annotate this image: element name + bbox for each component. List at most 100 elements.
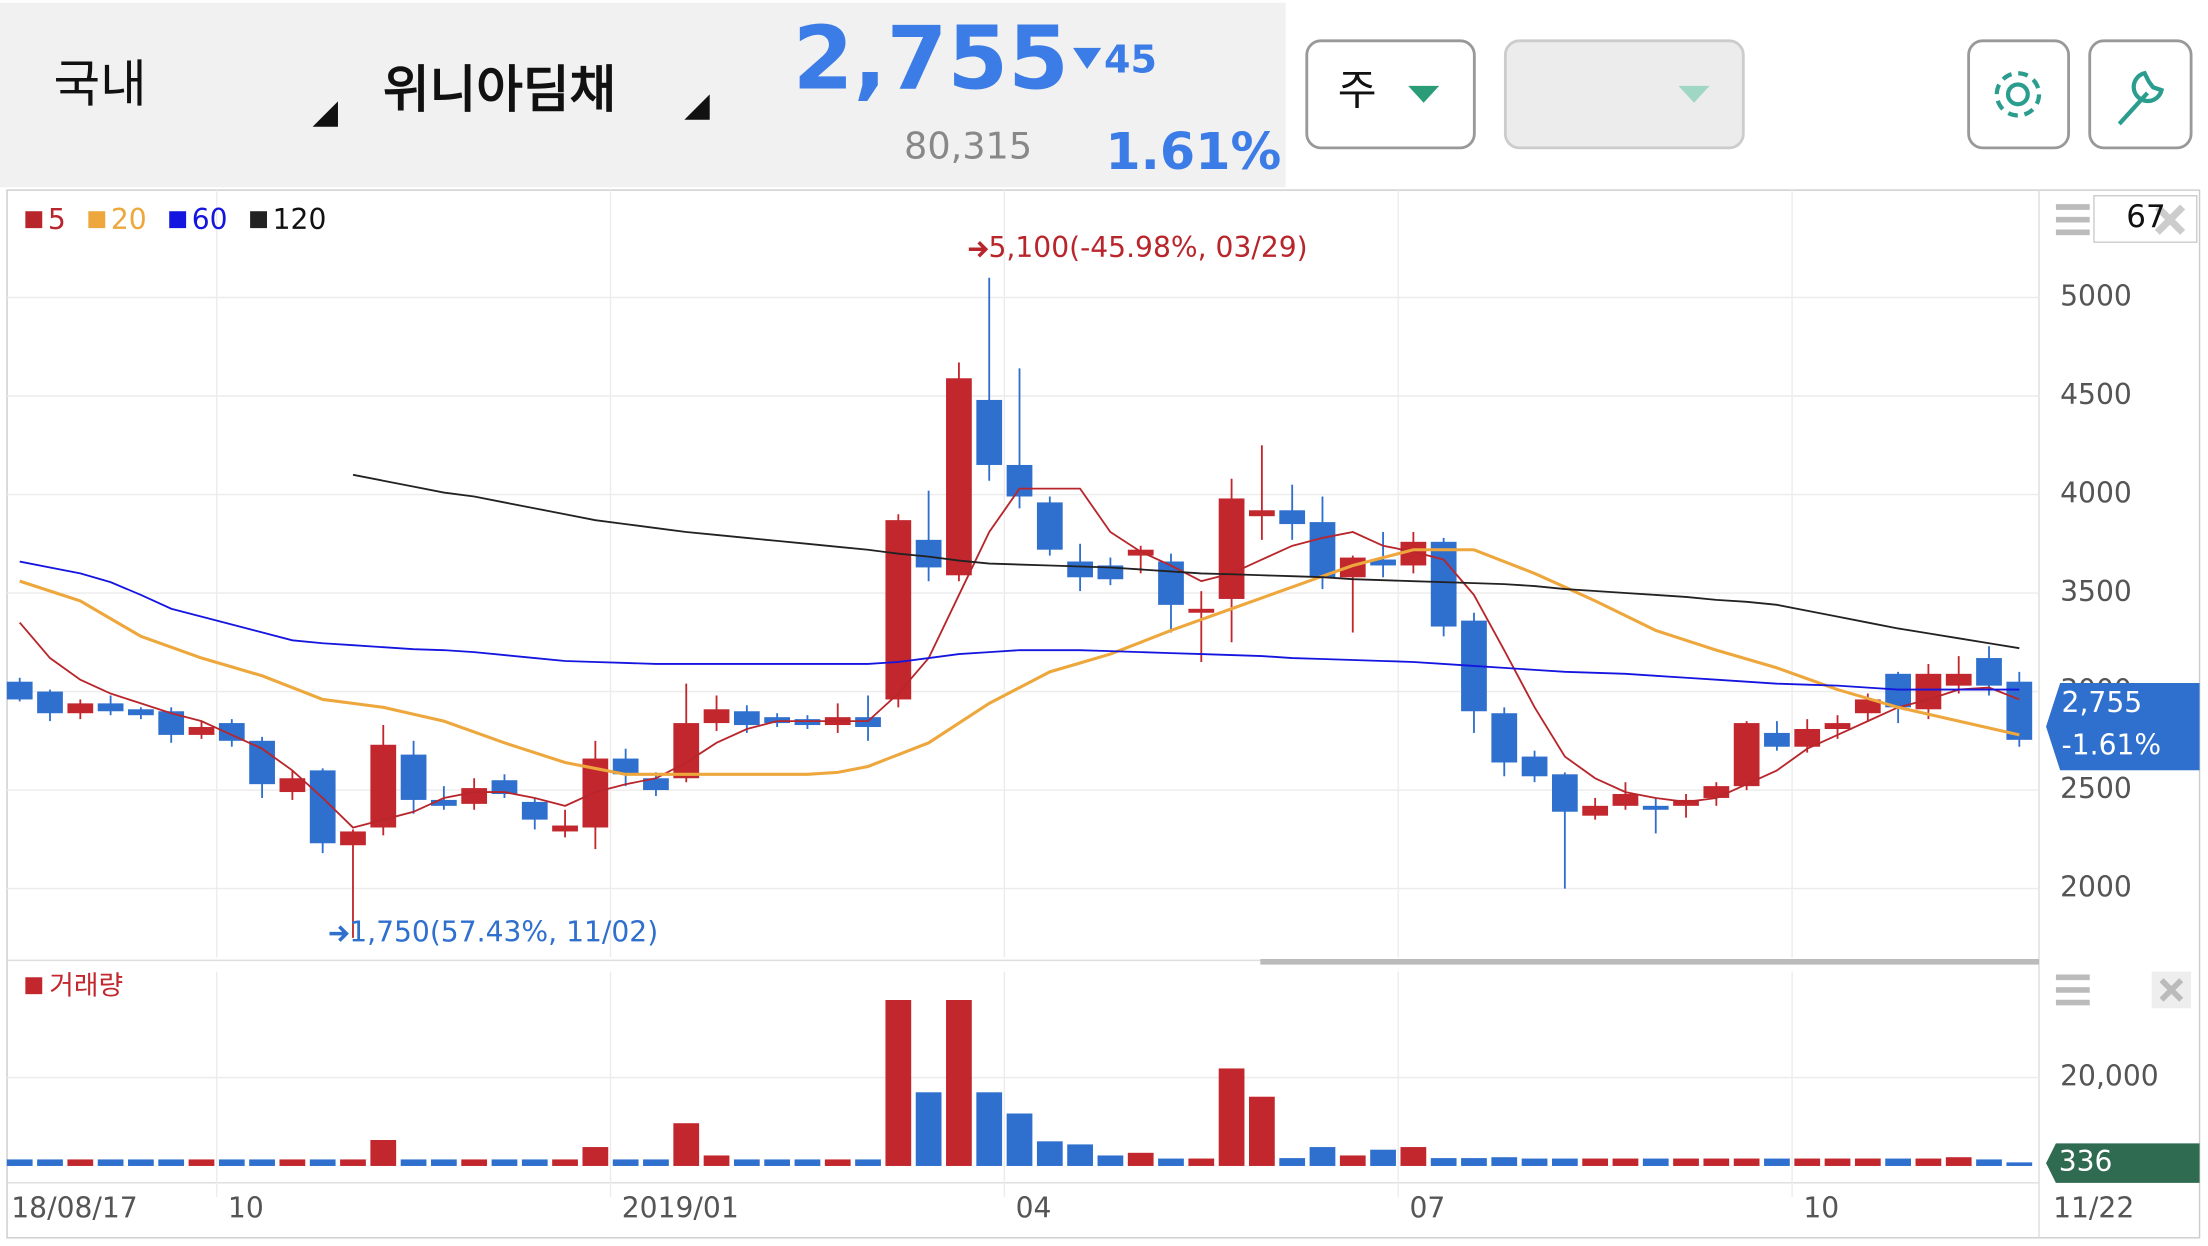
- x-tick-label: 2019/01: [622, 1192, 739, 1225]
- candle-body: [1976, 658, 2002, 686]
- volume-bar: [309, 1159, 336, 1166]
- settings-button[interactable]: [1967, 39, 2070, 150]
- volume-bar: [1794, 1158, 1821, 1166]
- down-icon: [1073, 47, 1102, 69]
- legend-label: 20: [111, 203, 147, 236]
- volume-bar: [1036, 1141, 1063, 1166]
- stock-name[interactable]: 위니아딤채: [383, 60, 616, 119]
- annotation-arrow: [329, 925, 349, 942]
- close-icon[interactable]: [2154, 204, 2186, 235]
- dropdown-icon[interactable]: [1678, 85, 1710, 103]
- candle-body: [1279, 510, 1306, 525]
- candle-body: [1309, 522, 1336, 578]
- volume-bar: [733, 1159, 760, 1166]
- candle-body: [370, 744, 397, 828]
- candle-body: [2006, 681, 2033, 740]
- candle-body: [97, 703, 124, 712]
- candle-body: [1249, 510, 1275, 517]
- market[interactable]: 국내: [54, 54, 147, 113]
- volume-bar: [1097, 1155, 1124, 1166]
- volume-bar: [1158, 1158, 1184, 1166]
- candle-body: [1097, 565, 1124, 580]
- candle-body: [1915, 673, 1942, 710]
- volume-bar: [1642, 1158, 1669, 1166]
- volume-bar: [1612, 1158, 1639, 1166]
- y-tick-label: 2000: [2060, 871, 2132, 904]
- candle-body: [1036, 502, 1063, 550]
- gear-icon[interactable]: [1994, 71, 2042, 118]
- annotation: 5,100(-45.98%, 03/29): [989, 231, 1308, 264]
- period-button[interactable]: [1305, 39, 1476, 150]
- count[interactable]: 67: [2126, 199, 2165, 235]
- volume-bar: [946, 999, 972, 1166]
- price-tag-rate: -1.61%: [2062, 728, 2162, 761]
- candle-body: [673, 723, 700, 779]
- dropdown-icon[interactable]: [684, 94, 710, 120]
- menu-icon[interactable]: [2055, 204, 2090, 236]
- volume-bar: [1279, 1158, 1306, 1166]
- x-tick-label: 18/08/17: [11, 1192, 137, 1225]
- wrench-icon[interactable]: [2117, 70, 2165, 126]
- close-icon[interactable]: [2159, 978, 2184, 1002]
- candle-body: [461, 788, 488, 804]
- volume-bar: [1430, 1158, 1457, 1166]
- menu-icon[interactable]: [2055, 974, 2090, 1006]
- candle-body: [491, 780, 518, 795]
- candle-body: [521, 801, 548, 820]
- volume-tag: [2046, 1143, 2200, 1183]
- volume-bar: [128, 1159, 154, 1166]
- dropdown-icon[interactable]: [1408, 85, 1440, 103]
- tools-button[interactable]: [2088, 39, 2193, 150]
- candle-body: [1854, 699, 1881, 714]
- candle-body: [703, 709, 730, 724]
- labels: 200025003000350040004500500020,00018/08/…: [11, 203, 2200, 1225]
- candle-body: [612, 758, 639, 775]
- annotation-arrow: [968, 240, 989, 258]
- candle-body: [764, 717, 791, 724]
- candle-body: [128, 709, 154, 716]
- volume-bar: [794, 1159, 821, 1166]
- volume-bar: [1400, 1147, 1427, 1166]
- candle-body: [643, 778, 669, 791]
- legend-swatch: [250, 211, 268, 229]
- x-tick-label: 10: [1803, 1192, 1839, 1225]
- y-tick-label: 5000: [2060, 279, 2132, 312]
- price-tag: [2046, 682, 2200, 771]
- volume-bar: [370, 1139, 397, 1166]
- volume-bar: [1491, 1157, 1518, 1166]
- candle-body: [400, 754, 427, 800]
- candle-body: [430, 799, 457, 806]
- volume-bar: [1673, 1158, 1699, 1166]
- candle-body: [1521, 756, 1548, 777]
- candle-body: [1218, 498, 1245, 599]
- marks: [6, 277, 2033, 1166]
- candle-body: [1370, 559, 1396, 566]
- period[interactable]: 주: [1338, 65, 1377, 114]
- candle-body: [37, 691, 63, 714]
- dropdown-icon[interactable]: [312, 101, 338, 127]
- candle-body: [1551, 774, 1578, 812]
- legend-label: 60: [192, 203, 228, 236]
- annotation: 1,750(57.43%, 11/02): [349, 916, 658, 949]
- volume-bar: [1733, 1158, 1760, 1166]
- option-button[interactable]: [1503, 39, 1745, 150]
- candle-body: [946, 378, 972, 576]
- volume-bar: [2006, 1162, 2033, 1166]
- candle-body: [794, 719, 821, 726]
- volume-bar: [521, 1159, 548, 1166]
- candle-body: [188, 727, 215, 735]
- volume-bar: [1551, 1158, 1578, 1166]
- volume-bar: [67, 1159, 94, 1166]
- count-box[interactable]: [2093, 195, 2198, 243]
- header-bg: [0, 2, 1286, 188]
- candle-body: [1703, 786, 1730, 798]
- y-tick-label: 20,000: [2060, 1060, 2159, 1093]
- candle-body: [6, 681, 33, 700]
- volume-bar: [1582, 1158, 1609, 1166]
- candle-body: [1945, 673, 1972, 686]
- volume-bar: [552, 1159, 578, 1166]
- volume-bar: [976, 1092, 1003, 1166]
- candle-body: [1824, 723, 1851, 729]
- legend-swatch: [25, 211, 43, 229]
